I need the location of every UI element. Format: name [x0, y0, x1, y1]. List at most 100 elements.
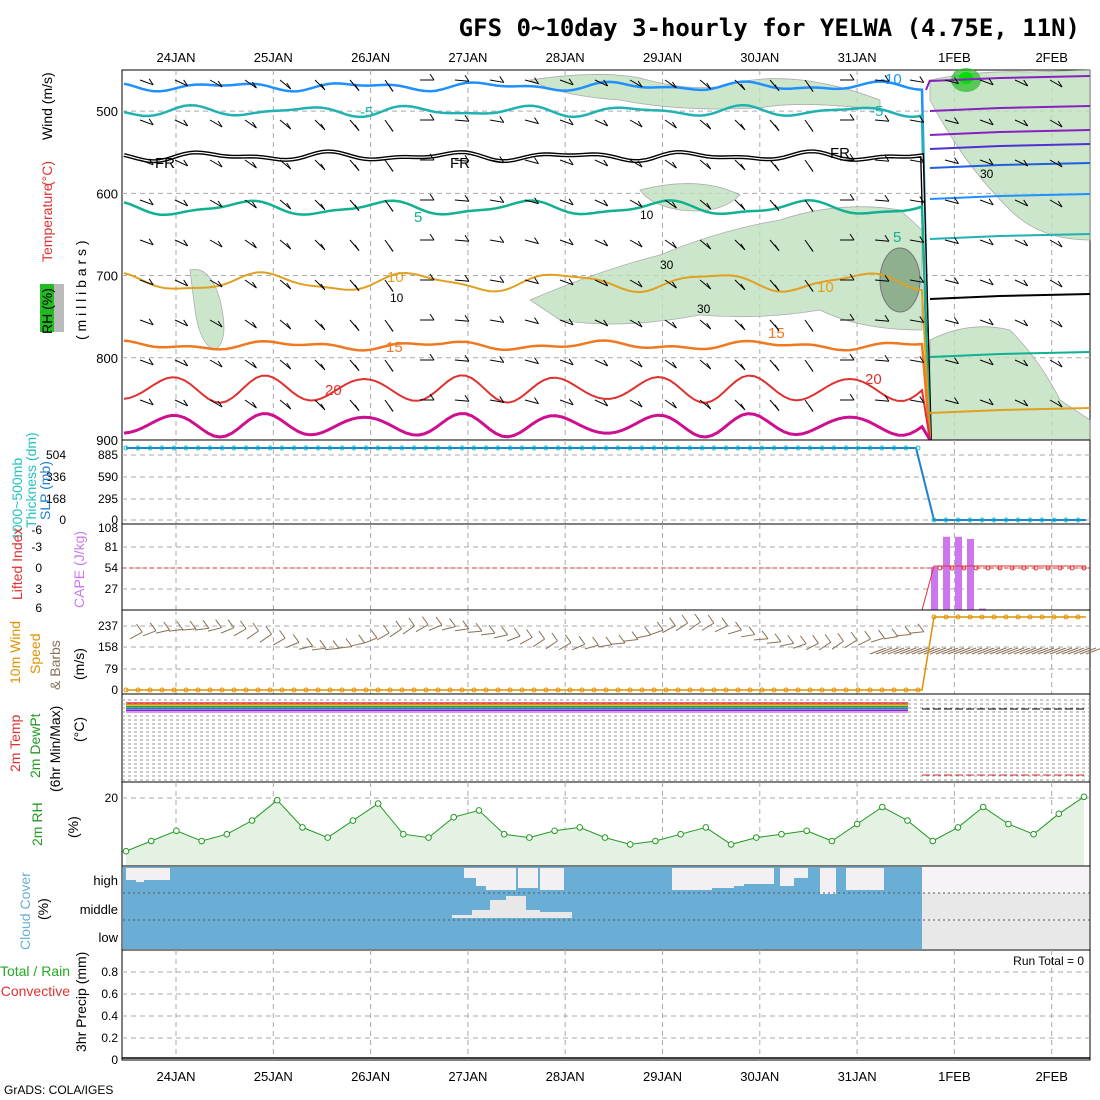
slp-panel: 504 336 168 0 885 590 295 0 1000~500mb Thicknes… — [9, 432, 1091, 540]
wind10-barb-feather — [551, 632, 558, 642]
cloud-gap-middle — [452, 915, 472, 918]
slp-tick: 0 — [111, 513, 118, 527]
wind10-barb — [983, 647, 1001, 655]
wind-barb — [1049, 279, 1063, 288]
wind-barb — [909, 119, 924, 123]
wind-barb — [909, 239, 924, 243]
slp-marker — [123, 445, 129, 451]
wind-barb-feather — [603, 279, 609, 287]
wind-barb-feather — [988, 118, 994, 126]
slp-marker — [675, 445, 681, 451]
wind10-barb — [506, 635, 521, 642]
precip-tick: 0 — [111, 1053, 118, 1067]
wind-barb — [979, 159, 994, 166]
wind-barb — [139, 279, 154, 286]
slp-marker — [759, 445, 765, 451]
wind10-barb-feather — [891, 628, 899, 637]
wind-barb-feather — [808, 325, 814, 332]
wind10-speed-marker — [991, 614, 997, 620]
rh-contour-label: 10 — [640, 208, 654, 222]
wind10-speed-marker — [931, 614, 937, 620]
wind10-barb — [740, 634, 755, 638]
wind-barb-feather — [919, 156, 925, 163]
temperature-contour — [925, 79, 931, 91]
wind-barb-feather — [672, 121, 677, 129]
wind-barb-feather — [286, 242, 292, 250]
rh2m-point — [752, 834, 760, 841]
wind10-barb — [959, 647, 977, 655]
slp-marker — [1075, 517, 1081, 523]
slp-marker — [1063, 517, 1069, 523]
wind-barb-feather — [1057, 400, 1063, 408]
wind10-label-3: & Barbs — [47, 640, 63, 690]
rh2m-point — [248, 817, 256, 824]
wind-barb-feather — [286, 202, 292, 210]
wind-barb-feather — [1023, 319, 1029, 327]
wind-barb-feather — [464, 354, 470, 362]
wind-barb-feather — [252, 81, 257, 89]
wind-barb-feather — [148, 198, 154, 206]
wind-barb — [244, 79, 257, 89]
wind-barb-feather — [252, 361, 257, 369]
wind-barb-feather — [954, 237, 959, 244]
slp-marker — [1003, 517, 1009, 523]
wind-barb-feather — [286, 322, 292, 330]
wind-barb-feather — [286, 402, 292, 410]
wind-barb-feather — [217, 320, 223, 328]
rh2m-unit: (%) — [65, 816, 81, 838]
wind10-speed-marker — [435, 687, 441, 693]
rh2m-point — [929, 837, 937, 845]
wind-barb-feather — [1057, 200, 1063, 208]
upper-tick-label: 700 — [96, 269, 118, 284]
wind-barb-feather — [286, 282, 292, 290]
top-date-label: 2FEB — [1035, 50, 1068, 65]
cloud-gap-middle — [472, 910, 492, 918]
wind-barb-feather — [849, 153, 855, 161]
slp-marker — [843, 445, 849, 451]
wind-barb-feather — [568, 318, 574, 326]
wind10-barb-feather — [812, 634, 819, 644]
wind10-speed-marker — [867, 687, 873, 693]
wind-barb — [174, 399, 188, 407]
wind10-barb — [454, 628, 469, 632]
wind-barb — [174, 239, 188, 247]
wind-barb — [524, 119, 539, 125]
wind-barb-feather — [286, 82, 292, 90]
slp-marker — [363, 445, 369, 451]
slp-marker — [891, 445, 897, 451]
wind-barb — [139, 119, 154, 126]
wind-barb — [559, 319, 574, 326]
wind10-speed-marker — [363, 687, 369, 693]
wind-barb-feather — [603, 159, 609, 167]
temperature-contour — [929, 351, 1091, 358]
wind-barb-feather — [774, 164, 780, 172]
wind-barb-feather — [706, 122, 712, 130]
wind-barb-feather — [603, 79, 609, 87]
top-date-axis: 24JAN 25JAN 26JAN 27JAN 28JAN 29JAN 30JAN 31JAN… — [156, 50, 1067, 65]
wind-barb-feather — [1023, 239, 1029, 247]
rh2m-point — [551, 827, 558, 835]
slp-marker — [991, 517, 997, 523]
wind-barb-feather — [148, 78, 154, 86]
wind-barb-feather — [706, 202, 712, 210]
millibars-label: ( m i l l i b a r s ) — [73, 240, 89, 340]
wind-barb-feather — [954, 277, 959, 284]
wind-barb-feather — [672, 241, 677, 249]
wind-barb-feather — [706, 282, 712, 290]
wind10-speed-marker — [891, 687, 897, 693]
wind10-barb — [1007, 647, 1025, 655]
precip-panel: 0.8 0.6 0.4 0.2 0 Run Total = 0 Total / Rain… — [0, 949, 1091, 1067]
wind-barb-feather — [988, 398, 994, 406]
rh2m-fill — [126, 796, 1084, 866]
slp-marker — [531, 445, 537, 451]
wind-barb-feather — [464, 114, 470, 122]
upper-air-panel: -10 -5 -5 FR FR FR 5 5 10 10 15 15 20 20 10 30 10 30 30 50… — [96, 68, 1091, 448]
wind-barb-feather — [1057, 280, 1063, 288]
slp-marker — [579, 445, 585, 451]
wind10-barb-feather — [631, 631, 639, 640]
slp-marker — [567, 445, 573, 451]
wind10-barb-feather — [878, 629, 885, 639]
wind-barb — [244, 399, 257, 409]
temperature-contour — [123, 199, 932, 441]
slp-marker — [867, 445, 873, 451]
